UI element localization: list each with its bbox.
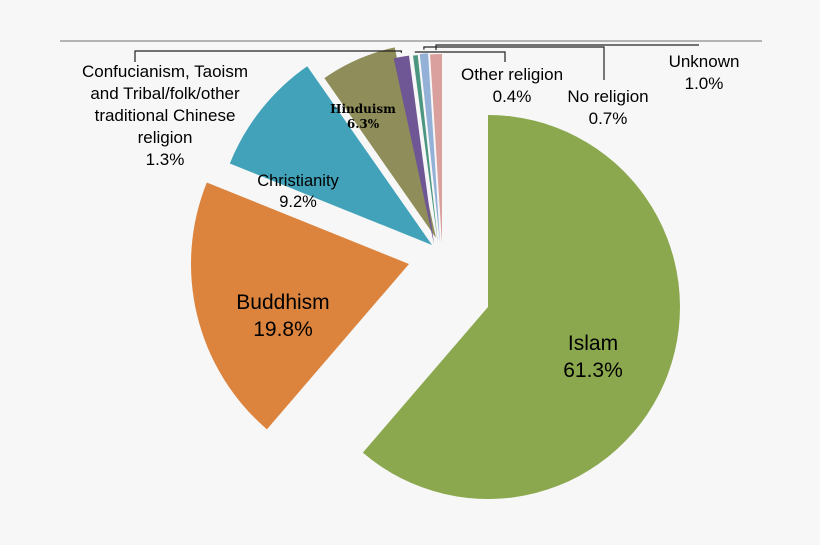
name-christianity: Christianity [257,172,339,190]
slice-christianity [229,66,432,245]
leader-lines [134,44,699,80]
value-buddhism: 19.8% [253,318,313,341]
slice-hinduism [324,47,436,239]
label-islam: Islam 61.3% [563,332,623,382]
label-hinduism: Hinduism 6.3% [330,102,396,131]
name-chinese-religion: religion [138,128,193,147]
label-christianity: Christianity 9.2% [257,172,339,211]
leader-unknown [435,44,699,51]
slice-unknown [430,53,442,244]
leader-no-religion [423,46,605,80]
slice-no-religion [419,53,440,244]
name-islam: Islam [568,332,618,355]
name-other-religion: Other religion [461,65,563,84]
value-christianity: 9.2% [279,193,317,211]
slice-other-religion [413,55,438,244]
value-no-religion: 0.7% [589,109,628,128]
label-buddhism: Buddhism 19.8% [236,291,329,341]
value-other-religion: 0.4% [493,87,532,106]
label-other-religion: Other religion 0.4% [461,65,563,106]
name-chinese-religion: traditional Chinese [95,106,236,125]
value-hinduism: 6.3% [347,117,380,131]
value-chinese-religion: 1.3% [146,150,185,169]
value-islam: 61.3% [563,359,623,382]
slice-chinese-religion [393,55,434,245]
name-buddhism: Buddhism [236,291,329,314]
label-no-religion: No religion 0.7% [567,87,648,128]
value-unknown: 1.0% [685,74,724,93]
label-chinese-religion: Confucianism, Taoism and Tribal/folk/othe… [82,62,248,169]
name-hinduism: Hinduism [330,102,396,116]
leader-chinese-religion [134,50,402,62]
slice-islam [362,115,680,499]
name-unknown: Unknown [669,52,740,71]
slice-labels: Islam 61.3% Buddhism 19.8% Christianity 9.2% H… [82,52,739,382]
name-chinese-religion: Confucianism, Taoism [82,62,248,81]
name-chinese-religion: and Tribal/folk/other [90,84,240,103]
slice-buddhism [191,182,409,430]
label-unknown: Unknown 1.0% [669,52,740,93]
pie-slices [191,47,680,499]
leader-other-religion [414,51,506,62]
name-no-religion: No religion [567,87,648,106]
